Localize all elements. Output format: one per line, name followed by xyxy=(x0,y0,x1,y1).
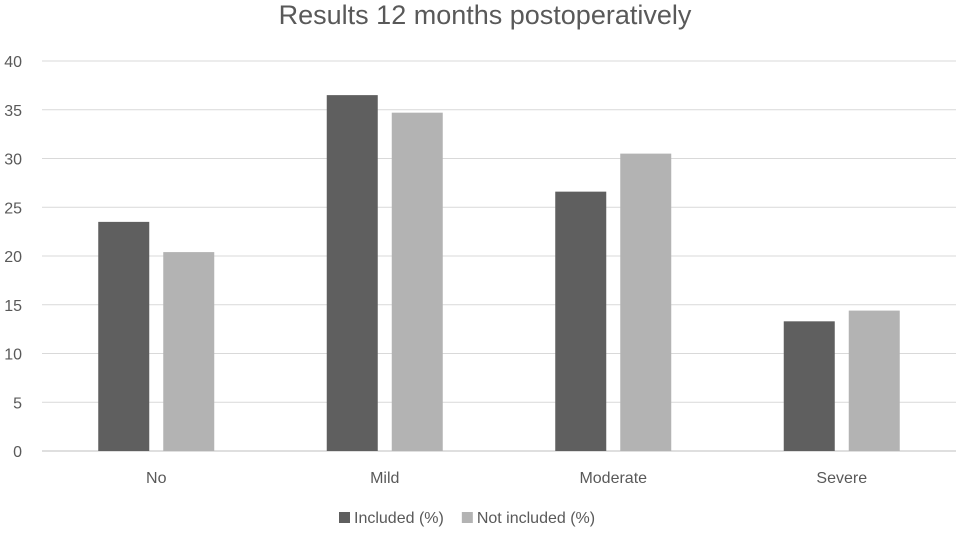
y-tick-label: 15 xyxy=(4,298,22,315)
y-tick-label: 35 xyxy=(4,103,22,120)
y-tick-label: 30 xyxy=(4,152,22,169)
y-tick-label: 5 xyxy=(13,395,22,412)
bars xyxy=(98,95,900,452)
y-tick-label: 0 xyxy=(13,444,22,461)
bar xyxy=(98,221,150,451)
legend: Included (%) Not included (%) xyxy=(339,510,595,527)
x-tick-label: Severe xyxy=(816,470,867,487)
legend-swatch xyxy=(461,512,473,523)
y-tick-label: 20 xyxy=(4,249,22,266)
bar xyxy=(163,252,215,451)
y-tick-label: 40 xyxy=(4,54,22,71)
x-tick-label: Mild xyxy=(370,470,399,487)
y-axis: 0 5 10 15 20 25 30 35 40 xyxy=(4,54,22,461)
bar xyxy=(391,112,443,452)
x-tick-label: No xyxy=(146,470,167,487)
y-tick-label: 10 xyxy=(4,347,22,364)
legend-swatch xyxy=(339,512,350,523)
x-tick-label: Moderate xyxy=(579,470,647,487)
bar xyxy=(783,321,835,451)
bar xyxy=(326,95,378,451)
chart-title: Results 12 months postoperatively xyxy=(279,0,692,30)
x-axis: No Mild Moderate Severe xyxy=(146,470,867,487)
bar xyxy=(848,310,900,451)
legend-label: Not included (%) xyxy=(477,510,595,527)
y-tick-label: 25 xyxy=(4,200,22,217)
bar xyxy=(620,153,672,451)
legend-label: Included (%) xyxy=(354,510,444,527)
bar xyxy=(555,191,607,451)
